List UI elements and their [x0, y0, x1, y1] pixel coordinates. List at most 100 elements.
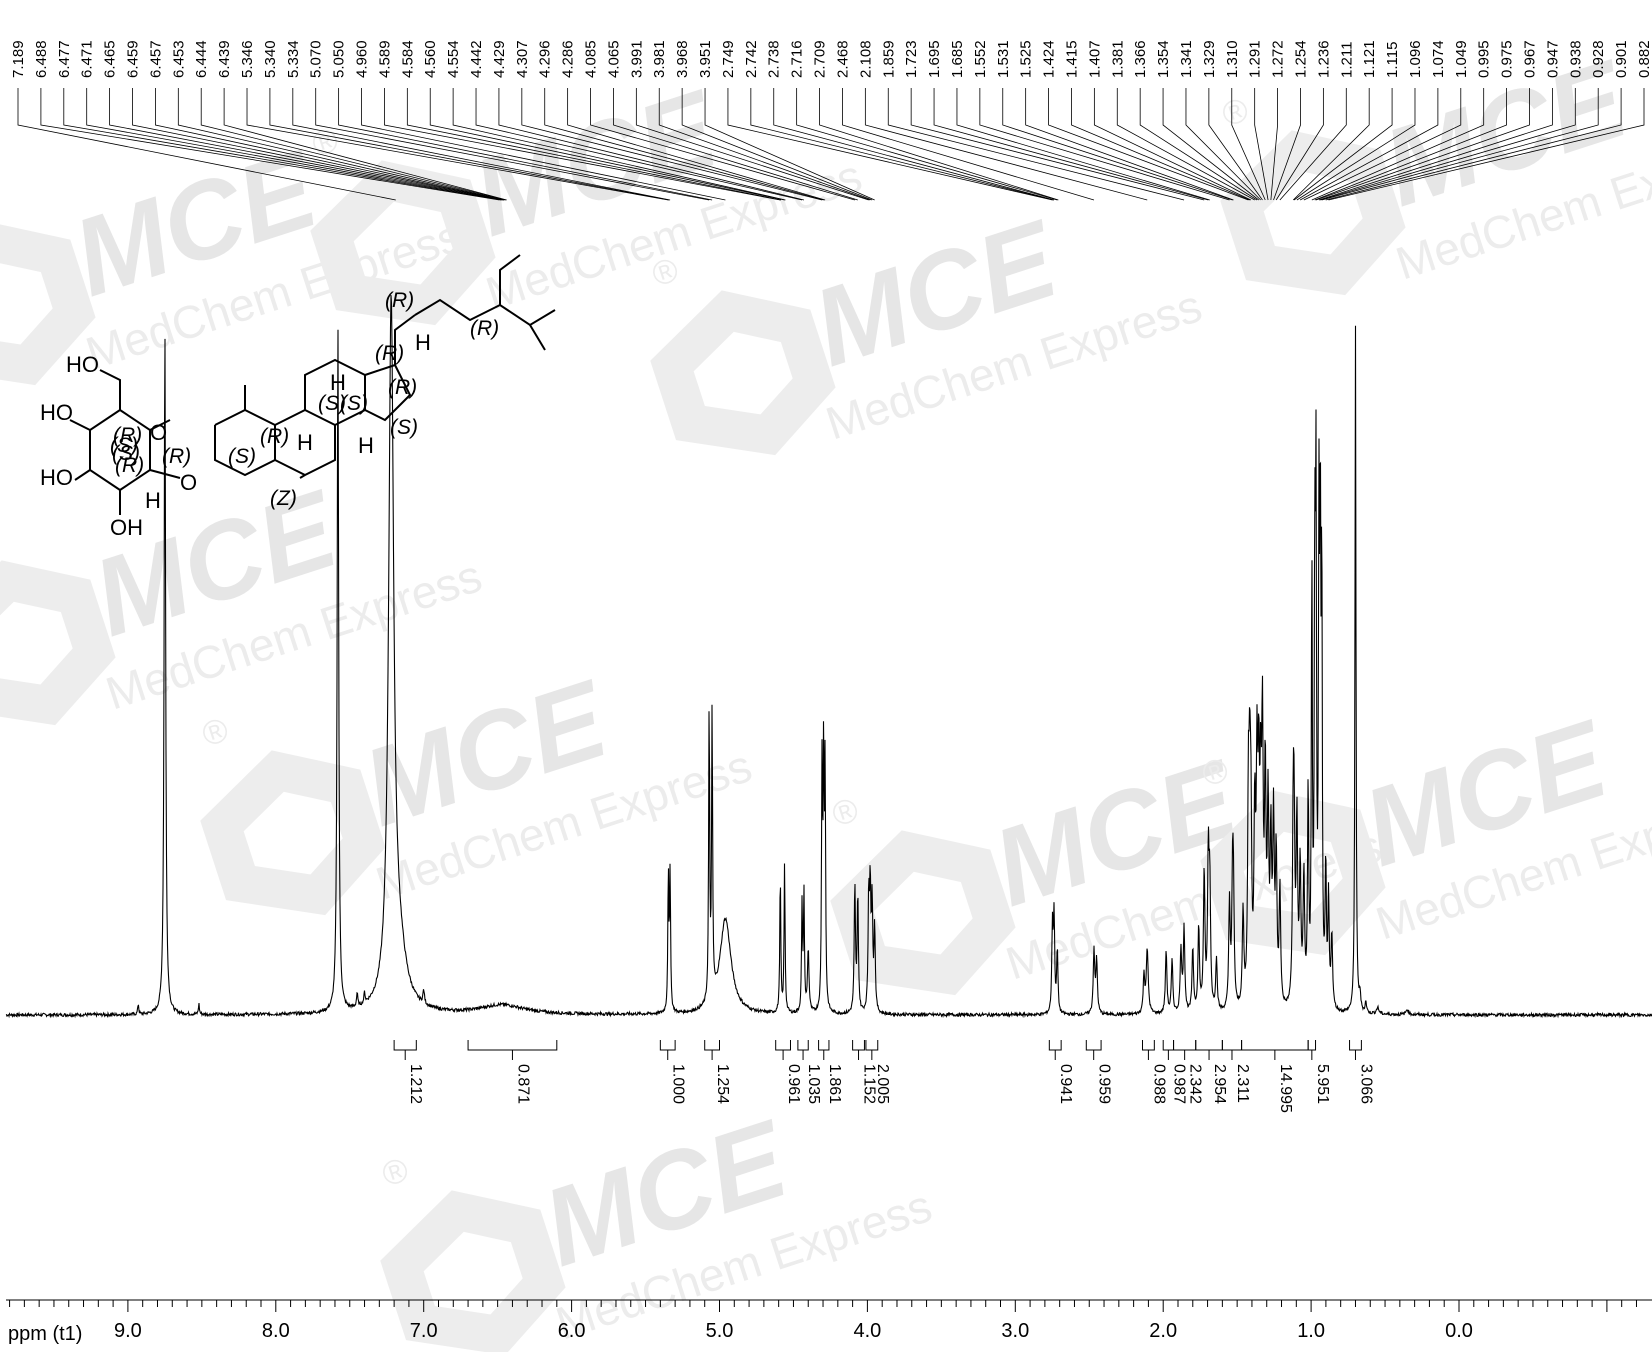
integral: 5.951: [1307, 1040, 1331, 1104]
peak-leader-line: [155, 88, 505, 201]
molecule-atom-label: HO: [66, 352, 99, 377]
molecule-stereo-label: (R): [375, 342, 404, 365]
integral-label: 2.005: [874, 1064, 891, 1104]
peak-leader-line: [132, 88, 504, 201]
peak-label: 4.429: [491, 40, 508, 78]
peak-label: 4.560: [422, 40, 439, 78]
peak-leader-line: [1139, 88, 1258, 201]
peak-leader-line: [1325, 88, 1622, 201]
integral-label: 0.871: [514, 1064, 531, 1104]
peak-label: 6.457: [147, 40, 164, 78]
peak-leader-line: [177, 88, 505, 201]
peak-leader-line: [819, 88, 1059, 201]
peak-label: 1.310: [1224, 40, 1241, 78]
peak-leader-line: [223, 88, 507, 201]
peak-leader-line: [1162, 88, 1259, 201]
peak-leader-line: [17, 88, 396, 201]
peak-leader-line: [544, 88, 824, 201]
integral-bracket: [1195, 1040, 1223, 1051]
peak-label: 4.442: [468, 40, 485, 78]
peak-label: 1.552: [972, 40, 989, 78]
peak-leader-line: [1275, 88, 1324, 201]
watermark-registered-mark: ®: [377, 1151, 413, 1195]
integral-label: 0.987: [1170, 1064, 1187, 1104]
molecule-bond: [414, 298, 556, 327]
molecule-atom-label: OH: [110, 515, 143, 540]
integral: 1.254: [704, 1040, 731, 1104]
peak-leader-line: [269, 88, 670, 201]
peak-leader-line: [1293, 88, 1393, 201]
molecule-atom-label: H: [145, 488, 161, 513]
peak-label: 6.439: [216, 40, 233, 78]
peak-label: 0.882: [1636, 40, 1652, 78]
peak-label: 6.444: [193, 40, 210, 78]
peak-leader-line: [842, 88, 1095, 201]
integral-label: 0.988: [1150, 1064, 1167, 1104]
peak-leader-line: [361, 88, 726, 201]
x-axis-tick-label: 6.0: [558, 1320, 586, 1342]
molecule-bond: [274, 408, 336, 477]
peak-label: 4.554: [445, 40, 462, 78]
peak-leader-line: [338, 88, 713, 201]
peak-leader-line: [498, 88, 805, 201]
integral-bracket: [1307, 1040, 1317, 1051]
integral: 0.988: [1141, 1040, 1167, 1104]
peak-label: 5.050: [331, 40, 348, 78]
peak-leader-line: [40, 88, 500, 201]
molecule-stereo-label: (R): [113, 424, 142, 447]
peak-label: 6.465: [102, 40, 119, 78]
peak-label: 1.074: [1430, 40, 1447, 78]
integral-bracket: [659, 1040, 676, 1051]
integral: 3.066: [1349, 1040, 1374, 1104]
peak-label: 1.211: [1338, 42, 1355, 78]
peak-leader-line: [521, 88, 823, 201]
peak-leader-line: [1116, 88, 1255, 201]
peak-label: 4.307: [514, 40, 531, 78]
peak-leader-line: [292, 88, 671, 201]
peak-leader-line: [86, 88, 503, 201]
molecule-stereo-label: (S): [110, 434, 138, 457]
molecule-stereo-label: (S): [228, 445, 256, 468]
peak-leader-line: [63, 88, 502, 201]
peak-label: 4.589: [376, 40, 393, 78]
peak-label: 0.938: [1567, 40, 1584, 78]
integral-bracket: [818, 1040, 830, 1051]
peak-label: 1.685: [949, 40, 966, 78]
molecule-stereo-label: (R): [470, 317, 499, 340]
x-axis-tick-label: 2.0: [1149, 1320, 1177, 1342]
peak-label: 4.296: [537, 40, 554, 78]
peak-leader-line: [1185, 88, 1261, 201]
integral: 1.035: [797, 1040, 822, 1104]
peak-label: 1.354: [1155, 40, 1172, 78]
peak-label: 2.716: [789, 40, 806, 78]
peak-leader-line: [1270, 88, 1278, 201]
peak-label: 4.584: [399, 40, 416, 78]
peak-label: 2.468: [834, 40, 851, 78]
molecule-stereo-label: (Z): [270, 487, 297, 510]
watermark-hex-icon: [0, 560, 116, 726]
integral-bracket: [797, 1040, 809, 1051]
integral-label: 2.342: [1187, 1064, 1204, 1104]
peak-label: 2.709: [812, 40, 829, 78]
peak-label: 3.981: [651, 40, 668, 78]
integral-label: 14.995: [1277, 1064, 1294, 1113]
integral: 0.941: [1048, 1040, 1074, 1104]
peak-leader-lines: [17, 88, 1645, 201]
molecule-bond: [149, 419, 171, 431]
molecule-stereo-label: (R): [260, 425, 289, 448]
peak-leader-line: [1299, 88, 1439, 201]
molecule-stereo-label: (S): [340, 392, 368, 415]
watermark-hex-icon: [380, 1190, 566, 1352]
peak-leader-line: [727, 88, 1053, 201]
peak-label: 1.366: [1132, 40, 1149, 78]
peak-leader-line: [658, 88, 871, 201]
molecule-atom-label: HO: [40, 400, 73, 425]
peak-label: 0.975: [1499, 40, 1516, 78]
peak-leader-line: [681, 88, 873, 201]
peak-leader-line: [246, 88, 669, 201]
peak-leader-line: [384, 88, 781, 201]
molecule-stereo-label: (S): [112, 442, 140, 465]
x-axis-label: ppm (t1): [8, 1323, 82, 1345]
watermark-hex-icon: [1220, 130, 1406, 296]
watermark-registered-mark: ®: [827, 791, 863, 835]
